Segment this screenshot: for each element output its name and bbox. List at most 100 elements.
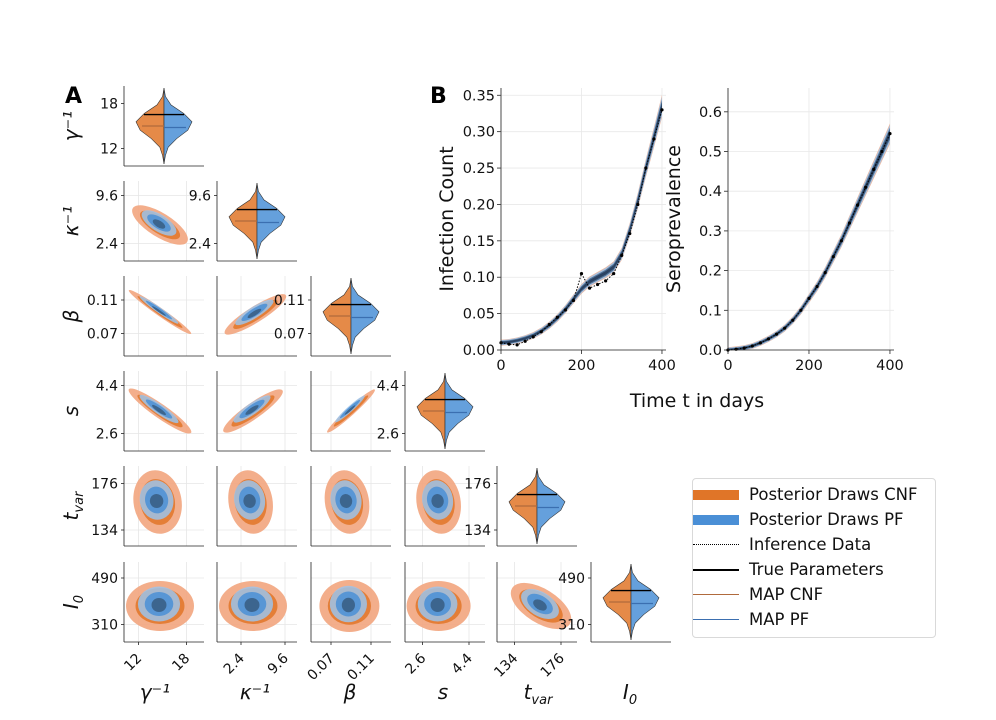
- y-tick-label: 0.11: [87, 293, 118, 309]
- y-tick-label: 176: [91, 477, 118, 493]
- y-tick-label: 0.05: [463, 307, 495, 323]
- x-axis-label: κ⁻¹: [240, 680, 270, 704]
- x-tick-label: 0.11: [344, 651, 377, 684]
- legend-label: Inference Data: [749, 534, 872, 554]
- density-pf-core: [430, 598, 445, 612]
- legend-swatch-cnf: [693, 490, 739, 500]
- pair-cell: 490 310: [91, 562, 204, 643]
- inference-data-point: [507, 342, 511, 346]
- y-tick-label: 9.6: [189, 188, 211, 204]
- y-tick-label: 9.6: [96, 188, 118, 204]
- y-tick-label: 0.5: [699, 145, 722, 161]
- x-tick-label: 400: [648, 358, 676, 374]
- x-tick-label: 12: [121, 651, 145, 675]
- pair-cell: [310, 562, 391, 643]
- y-tick-label: 2.4: [96, 236, 118, 252]
- panel-label-a: A: [65, 84, 82, 109]
- legend-line-dotted: [693, 544, 739, 545]
- pair-cell: 176 134: [464, 466, 577, 547]
- y-tick-label: 310: [558, 617, 585, 633]
- x-axis-label: tvar: [524, 680, 555, 708]
- inference-data-point: [636, 202, 640, 207]
- pair-cell: [404, 466, 485, 547]
- violin-half-pf: [536, 467, 566, 545]
- pair-cell: [216, 466, 297, 547]
- pair-cell: [216, 371, 297, 452]
- inference-data-point: [831, 255, 835, 259]
- timeseries-panel: 0.000.050.100.150.200.250.300.350 200 400I…: [436, 88, 904, 412]
- pair-cell: 4.4 2.6: [377, 371, 485, 452]
- inference-data-point: [571, 298, 576, 303]
- y-tick-label: 0.30: [463, 125, 495, 141]
- inference-data-point: [579, 271, 584, 276]
- inference-data-point: [547, 322, 551, 327]
- y-tick-label: 0.07: [87, 327, 118, 343]
- inference-data-point: [612, 271, 616, 276]
- inference-data-point: [774, 332, 779, 336]
- violin-half-pf: [444, 372, 474, 450]
- x-tick-label: 200: [795, 358, 823, 374]
- pair-cell: [310, 466, 391, 547]
- y-tick-label: 4.4: [377, 378, 399, 394]
- x-tick-label: 0.07: [304, 651, 337, 684]
- inference-data-point: [644, 166, 648, 170]
- density-pf-core: [152, 404, 166, 416]
- pair-cell: [216, 276, 297, 357]
- inference-data-point: [628, 231, 632, 236]
- y-tick-label: 0.00: [463, 343, 495, 359]
- pair-cell: 9.6 2.4: [96, 181, 204, 262]
- inference-data-point: [855, 203, 860, 207]
- y-tick-label: 0.2: [699, 264, 722, 280]
- density-pf-core: [149, 493, 164, 509]
- y-axis-label: s: [59, 406, 83, 416]
- inference-data-point: [660, 108, 664, 112]
- density-pf-core: [344, 405, 356, 415]
- inference-data-point: [595, 282, 600, 287]
- legend-line-map-pf: [693, 619, 739, 620]
- inference-data-point: [766, 337, 771, 341]
- x-axis-label: I0: [623, 680, 637, 708]
- legend-label: Posterior Draws CNF: [749, 484, 918, 504]
- legend-swatch-pf: [693, 515, 739, 525]
- y-tick-label: 0.6: [699, 105, 722, 121]
- pair-cell: [404, 562, 485, 643]
- y-tick-label: 0.15: [463, 234, 495, 250]
- y-tick-label: 310: [91, 617, 118, 633]
- pair-cell: 176 134: [91, 466, 204, 547]
- inference-data-point: [531, 335, 535, 339]
- inference-data-point: [563, 308, 567, 312]
- inference-data-point: [523, 339, 527, 343]
- y-tick-label: 4.4: [96, 378, 118, 394]
- y-tick-label: 0.25: [463, 161, 495, 177]
- inference-data-point: [888, 132, 892, 136]
- y-tick-label: 134: [91, 523, 118, 539]
- y-tick-label: 2.6: [377, 426, 399, 442]
- density-pf-core: [339, 493, 353, 509]
- inference-data-point: [880, 149, 884, 154]
- y-tick-label: 0.11: [274, 293, 305, 309]
- inference-data-point: [839, 239, 843, 243]
- legend-label: MAP PF: [749, 609, 810, 629]
- inference-data-point: [815, 284, 819, 289]
- inference-data-point: [864, 185, 868, 189]
- x-tick-label: 2.4: [221, 650, 248, 677]
- inference-data-point: [807, 296, 811, 300]
- density-pf-core: [244, 598, 260, 612]
- y-tick-label: 0.07: [274, 327, 305, 343]
- legend-line-true: [693, 569, 739, 571]
- infection-count-label: Infection Count: [436, 146, 458, 291]
- inference-data-point: [604, 279, 608, 283]
- pair-cell: 0.11 0.07: [87, 276, 204, 357]
- y-tick-label: 0.4: [699, 184, 722, 200]
- inference-data-point: [742, 346, 746, 350]
- timeseries-axes: 0.00 0.05 0.10 0.15 0.20 0.25 0.30 0.35 0 200 400 I…: [436, 88, 676, 374]
- y-tick-label: 0.35: [463, 88, 495, 104]
- y-tick-label: 490: [91, 571, 118, 587]
- violin-half-pf: [630, 563, 660, 641]
- inference-data-point: [783, 326, 787, 330]
- inference-data-point: [872, 167, 876, 171]
- density-pf-core: [245, 405, 259, 415]
- y-tick-label: 2.4: [189, 236, 211, 252]
- x-axis-label: γ⁻¹: [140, 680, 170, 704]
